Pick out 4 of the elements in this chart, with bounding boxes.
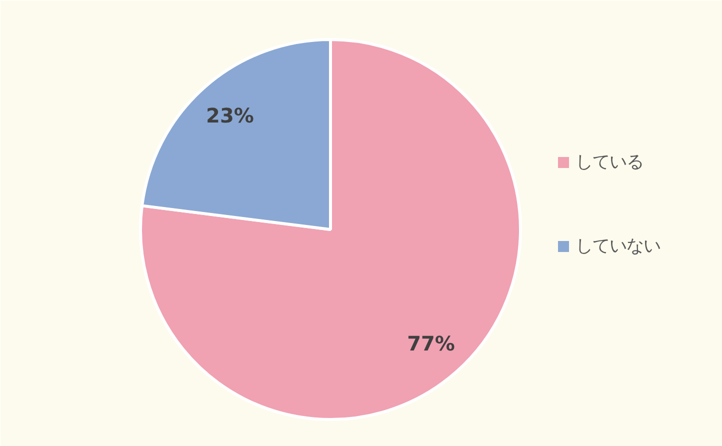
legend-label: していない xyxy=(576,236,660,256)
legend-label: している xyxy=(576,152,644,172)
data-label: 23% xyxy=(206,103,254,128)
data-label: 77% xyxy=(407,332,455,356)
